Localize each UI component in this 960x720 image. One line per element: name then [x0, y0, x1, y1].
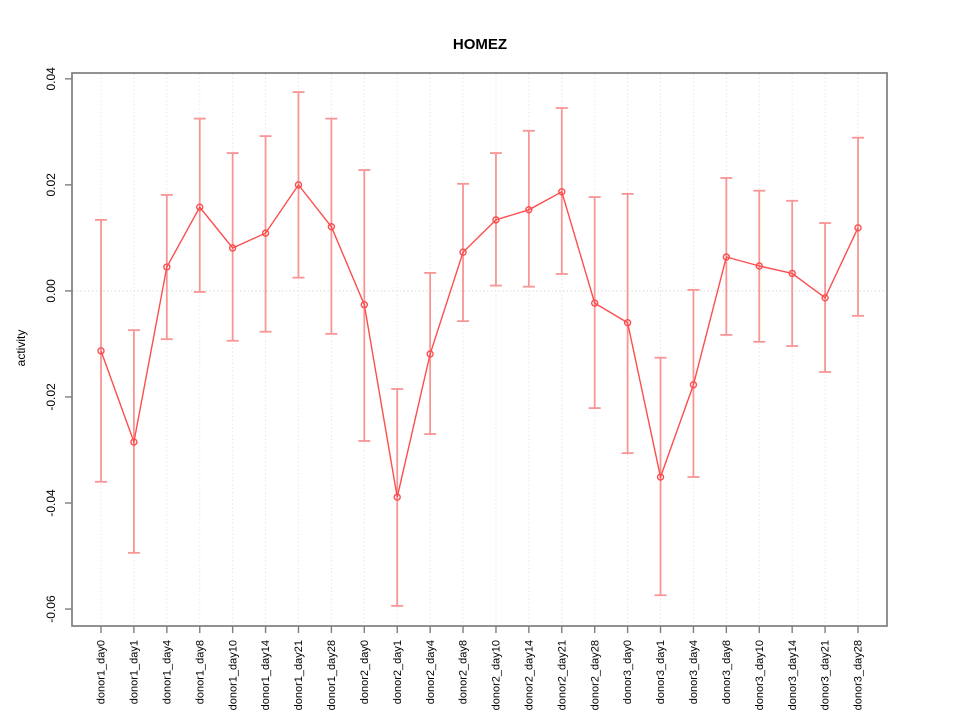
x-tick-label: donor2_day21 — [556, 640, 568, 710]
data-point — [689, 381, 698, 389]
x-axis: donor1_day0 donor1_day1 donor1_day4 donor1_… — [96, 626, 865, 710]
data-point — [525, 206, 533, 214]
data-point — [196, 203, 204, 211]
x-tick-label: donor1_day4 — [161, 640, 173, 704]
data-point — [163, 263, 171, 271]
data-point — [492, 216, 500, 224]
y-tick-label: -0.02 — [44, 383, 58, 411]
data-point — [130, 438, 138, 446]
gridlines — [100, 74, 859, 625]
x-tick-label: donor3_day14 — [787, 640, 799, 710]
x-tick-label: donor3_day10 — [754, 640, 766, 710]
error-bars — [95, 91, 864, 607]
data-point — [459, 248, 467, 256]
data-point — [821, 294, 829, 302]
x-tick-label: donor2_day28 — [589, 640, 601, 710]
data-point — [294, 181, 303, 189]
series-polyline — [100, 183, 859, 498]
x-tick-label: donor2_day1 — [392, 640, 404, 704]
x-tick-label: donor1_day21 — [293, 640, 305, 710]
data-point — [97, 347, 105, 355]
x-tick-label: donor2_day0 — [359, 640, 371, 704]
y-tick-label: -0.06 — [44, 595, 58, 623]
data-point — [590, 299, 599, 307]
data-point — [261, 229, 270, 237]
data-point — [426, 350, 434, 358]
frame-rect — [71, 72, 888, 627]
x-tick-label: donor3_day1 — [655, 640, 667, 704]
data-point — [228, 244, 237, 252]
data-point — [360, 300, 369, 309]
data-point — [558, 188, 566, 196]
data-point — [623, 319, 632, 327]
data-point — [327, 223, 336, 231]
data-point — [393, 493, 401, 501]
x-tick-label: donor2_day8 — [458, 640, 470, 704]
x-tick-label: donor1_day0 — [96, 640, 108, 704]
data-point — [788, 269, 796, 278]
x-tick-label: donor2_day4 — [425, 640, 437, 704]
x-tick-label: donor1_day10 — [227, 640, 239, 710]
data-point — [854, 224, 862, 232]
x-tick-label: donor3_day28 — [853, 640, 865, 710]
y-tick-label: 0.04 — [44, 67, 58, 91]
y-tick-label: 0.00 — [44, 279, 58, 303]
data-point — [722, 253, 731, 261]
data-points — [97, 181, 862, 501]
plot-frame — [71, 72, 888, 627]
series-line — [100, 183, 859, 498]
data-point — [755, 262, 763, 270]
chart-title: HOMEZ — [453, 36, 507, 53]
x-tick-label: donor1_day14 — [260, 640, 272, 710]
x-tick-label: donor3_day4 — [688, 640, 700, 704]
y-axis: 0.04 0.02 0.00 -0.02 -0.04 -0.06 — [44, 67, 72, 623]
data-point — [656, 473, 665, 481]
y-axis-label: activity — [14, 330, 28, 367]
x-tick-label: donor3_day21 — [820, 640, 832, 710]
x-tick-label: donor2_day14 — [523, 640, 535, 710]
y-tick-label: -0.04 — [44, 489, 58, 517]
x-tick-label: donor3_day8 — [721, 640, 733, 704]
x-tick-label: donor1_day8 — [194, 640, 206, 704]
x-tick-label: donor3_day0 — [622, 640, 634, 704]
x-tick-label: donor2_day10 — [491, 640, 503, 710]
x-tick-label: donor1_day1 — [129, 640, 141, 704]
x-tick-label: donor1_day28 — [326, 640, 338, 710]
y-tick-label: 0.02 — [44, 173, 58, 197]
